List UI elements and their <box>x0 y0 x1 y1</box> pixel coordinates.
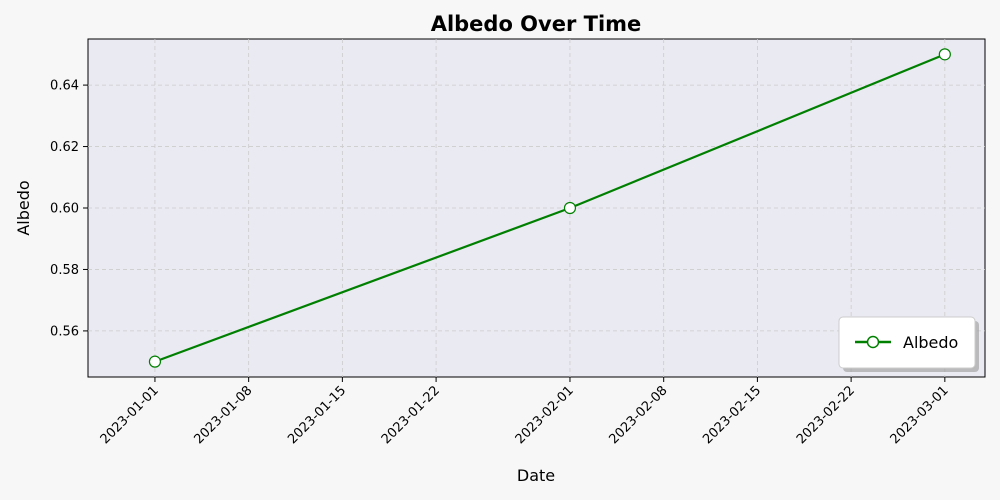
x-tick-label-7: 2023-02-22 <box>794 383 858 447</box>
x-tick-label-5: 2023-02-08 <box>606 383 670 447</box>
x-tick-label-3: 2023-01-22 <box>379 383 443 447</box>
x-axis-label: Date <box>517 466 555 485</box>
y-tick-label-1: 0.58 <box>50 263 79 278</box>
legend-label: Albedo <box>903 333 958 352</box>
chart-title: Albedo Over Time <box>431 12 642 36</box>
y-tick-label-3: 0.62 <box>50 140 79 155</box>
y-axis-ticks: 0.56 0.58 0.60 0.62 0.64 <box>50 79 88 339</box>
legend-box <box>838 316 976 369</box>
y-tick-label-2: 0.60 <box>50 202 79 217</box>
legend-marker-sample <box>866 335 880 349</box>
x-tick-label-2: 2023-01-15 <box>285 383 349 447</box>
data-point-2 <box>938 48 951 61</box>
x-tick-label-8: 2023-03-01 <box>888 383 952 447</box>
series-layer <box>148 48 951 368</box>
x-tick-label-1: 2023-01-08 <box>191 383 255 447</box>
y-axis-label: Albedo <box>14 180 33 235</box>
x-tick-label-4: 2023-02-01 <box>513 383 577 447</box>
legend: Albedo <box>838 316 979 372</box>
data-point-0 <box>148 355 162 368</box>
y-tick-label-0: 0.56 <box>50 324 79 339</box>
x-tick-label-0: 2023-01-01 <box>98 383 162 447</box>
data-point-1 <box>563 201 577 215</box>
y-tick-label-4: 0.64 <box>50 79 79 94</box>
x-tick-label-6: 2023-02-15 <box>700 383 764 447</box>
x-axis-ticks: 2023-01-01 2023-01-08 2023-01-15 2023-01-22… <box>98 377 952 447</box>
